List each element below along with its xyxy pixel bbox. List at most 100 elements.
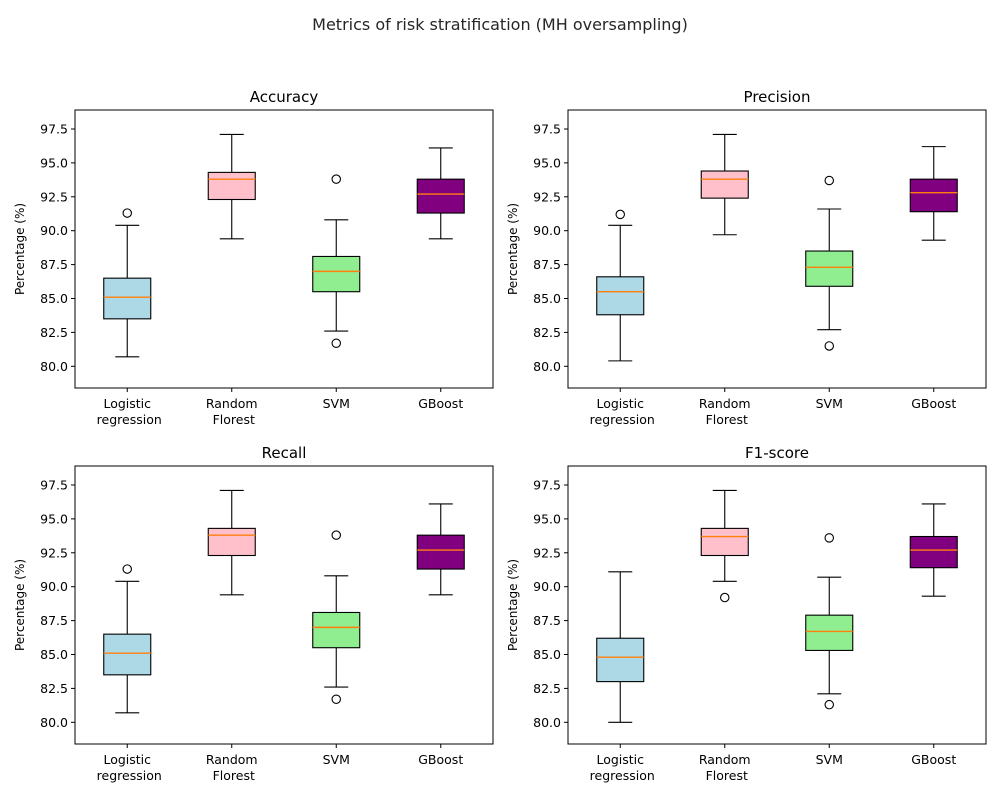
axes-frame — [74, 465, 494, 745]
y-tick-label: 80.0 — [533, 715, 561, 730]
axes-frame — [74, 109, 494, 389]
y-tick-label: 82.5 — [40, 681, 68, 696]
outlier-point — [122, 564, 133, 574]
outlier-point — [331, 694, 341, 704]
box-svm — [312, 174, 361, 348]
subplot-title: Recall — [262, 444, 307, 462]
iqr-box — [312, 255, 361, 293]
y-tick-label: 97.5 — [533, 121, 561, 136]
y-tick-label: 90.0 — [40, 223, 68, 238]
y-tick-label: 97.5 — [533, 477, 561, 492]
subplot-f1-score: F1-score Percentage (%) 80.0 82.5 85.0 87.5 90… — [506, 444, 987, 783]
box-logistic-regression — [596, 209, 645, 362]
iqr-box — [416, 178, 465, 214]
y-tick-label: 92.5 — [40, 545, 68, 560]
x-tick-label-logistic-regression: Logistic regression — [93, 752, 162, 783]
iqr-box — [700, 527, 749, 557]
box-gboost — [909, 503, 958, 597]
x-tick-label-random-florest: Random Florest — [699, 396, 751, 427]
iqr-box — [700, 170, 749, 199]
y-tick-label: 90.0 — [533, 579, 561, 594]
y-tick-label: 82.5 — [533, 325, 561, 340]
subplot-grid: Accuracy Percentage (%) 80.0 82.5 85.0 87.5 90… — [13, 88, 987, 783]
y-tick-label: 92.5 — [40, 189, 68, 204]
x-tick-label-svm: SVM — [323, 396, 350, 411]
box-random-florest — [700, 489, 749, 603]
subplot-recall: Recall Percentage (%) 80.0 82.5 85.0 87.5 90.0… — [13, 444, 494, 783]
iqr-box — [416, 534, 465, 570]
box-svm — [805, 175, 854, 351]
y-tick-label: 90.0 — [533, 223, 561, 238]
y-tick-label: 82.5 — [40, 325, 68, 340]
y-tick-label: 95.0 — [40, 511, 68, 526]
x-tick-label-logistic-regression: Logistic regression — [586, 396, 655, 427]
y-tick-label: 90.0 — [40, 579, 68, 594]
box-logistic-regression — [103, 564, 152, 714]
outlier-point — [122, 208, 133, 218]
outlier-point — [824, 533, 834, 543]
iqr-box — [312, 611, 361, 649]
y-tick-label: 85.0 — [40, 647, 68, 662]
iqr-box — [207, 527, 256, 557]
figure-title: Metrics of risk stratification (MH overs… — [312, 15, 688, 34]
box-gboost — [416, 503, 465, 596]
y-tick-label: 95.0 — [533, 511, 561, 526]
subplot-precision: Precision Percentage (%) 80.0 82.5 85.0 87.5 9… — [506, 88, 987, 427]
subplot-title: Precision — [744, 88, 811, 106]
y-tick-label: 85.0 — [533, 647, 561, 662]
y-tick-label: 80.0 — [40, 359, 68, 374]
x-tick-label-svm: SVM — [816, 396, 843, 411]
box-random-florest — [700, 133, 749, 236]
subplot-accuracy: Accuracy Percentage (%) 80.0 82.5 85.0 87.5 90… — [13, 88, 494, 427]
outlier-point — [331, 338, 341, 348]
y-tick-label: 92.5 — [533, 545, 561, 560]
iqr-box — [596, 276, 645, 316]
y-tick-label: 87.5 — [533, 613, 561, 628]
outlier-point — [719, 592, 730, 603]
x-tick-label-gboost: GBoost — [418, 752, 463, 767]
y-tick-label: 80.0 — [40, 715, 68, 730]
box-random-florest — [207, 133, 256, 240]
x-tick-label-random-florest: Random Florest — [206, 396, 258, 427]
y-tick-label: 87.5 — [40, 257, 68, 272]
x-tick-label-svm: SVM — [816, 752, 843, 767]
y-tick-label: 85.0 — [533, 291, 561, 306]
y-tick-label: 92.5 — [533, 189, 561, 204]
iqr-box — [909, 178, 958, 213]
outlier-point — [331, 174, 341, 184]
x-tick-label-gboost: GBoost — [418, 396, 463, 411]
x-tick-label-svm: SVM — [323, 752, 350, 767]
outlier-point — [824, 175, 834, 186]
iqr-box — [909, 535, 958, 569]
subplot-title: Accuracy — [250, 88, 319, 106]
outlier-point — [615, 209, 625, 220]
box-svm — [312, 530, 361, 704]
iqr-box — [805, 614, 854, 651]
iqr-box — [103, 633, 152, 676]
x-tick-label-gboost: GBoost — [911, 752, 956, 767]
x-tick-label-logistic-regression: Logistic regression — [93, 396, 162, 427]
y-axis-label: Percentage (%) — [506, 559, 520, 651]
iqr-box — [103, 277, 152, 320]
axes-frame — [567, 465, 987, 745]
outlier-point — [331, 530, 341, 540]
x-tick-label-gboost: GBoost — [911, 396, 956, 411]
outlier-point — [824, 699, 834, 710]
x-tick-label-random-florest: Random Florest — [206, 752, 258, 783]
box-random-florest — [207, 489, 256, 596]
iqr-box — [805, 250, 854, 287]
y-tick-label: 87.5 — [533, 257, 561, 272]
axes-frame — [567, 109, 987, 389]
y-axis-label: Percentage (%) — [13, 203, 27, 295]
x-tick-label-random-florest: Random Florest — [699, 752, 751, 783]
iqr-box — [596, 637, 645, 683]
y-tick-label: 95.0 — [40, 155, 68, 170]
y-tick-label: 95.0 — [533, 155, 561, 170]
box-gboost — [416, 147, 465, 240]
y-axis-label: Percentage (%) — [13, 559, 27, 651]
outlier-point — [824, 341, 834, 351]
y-tick-label: 97.5 — [40, 121, 68, 136]
box-logistic-regression — [596, 571, 645, 723]
box-logistic-regression — [103, 208, 152, 358]
